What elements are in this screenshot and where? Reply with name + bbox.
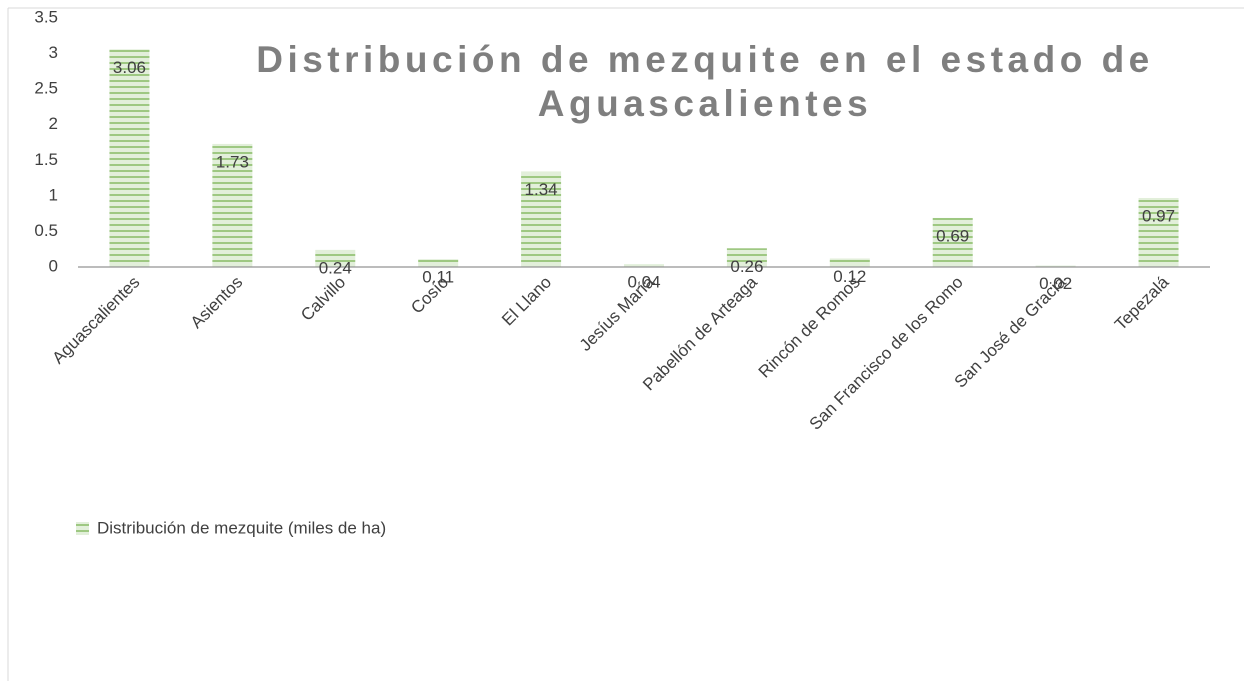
x-tick-label: Calvillo bbox=[297, 273, 349, 325]
data-label: 0.69 bbox=[936, 226, 969, 245]
bar bbox=[829, 258, 870, 267]
x-tick-label: El Llano bbox=[498, 273, 555, 330]
data-label: 0.12 bbox=[833, 267, 866, 286]
y-tick-label: 1 bbox=[49, 185, 58, 204]
legend-swatch bbox=[76, 522, 89, 535]
y-tick-label: 0 bbox=[49, 256, 58, 275]
x-tick-label: San José de Gracia bbox=[951, 272, 1070, 391]
bar bbox=[418, 259, 459, 267]
bar bbox=[315, 249, 356, 267]
y-tick-label: 2 bbox=[49, 114, 58, 133]
x-tick-label: Jesíus María bbox=[576, 272, 659, 355]
data-label: 0.04 bbox=[627, 273, 660, 292]
y-tick-label: 0.5 bbox=[34, 221, 58, 240]
bar bbox=[109, 49, 150, 267]
chart-title: Distribución de mezquite en el estado de… bbox=[256, 39, 1154, 124]
data-label: 3.06 bbox=[113, 58, 146, 77]
x-tick-label: Rincón de Romos bbox=[755, 273, 864, 382]
bar bbox=[932, 217, 973, 267]
data-label: 1.73 bbox=[216, 152, 249, 171]
bar bbox=[1138, 197, 1179, 267]
bar bbox=[726, 248, 767, 267]
data-label: 0.26 bbox=[730, 257, 763, 276]
bar bbox=[521, 171, 562, 267]
x-tick-label: Tepezalá bbox=[1111, 272, 1173, 334]
data-label: 0.11 bbox=[422, 268, 454, 287]
x-tick-label: Aguascalientes bbox=[48, 273, 143, 368]
y-tick-label: 1.5 bbox=[34, 150, 58, 169]
data-label: 0.02 bbox=[1039, 274, 1072, 293]
data-label: 1.34 bbox=[525, 180, 558, 199]
data-label: 0.24 bbox=[319, 258, 352, 277]
y-tick-label: 3 bbox=[49, 43, 58, 62]
y-tick-label: 2.5 bbox=[34, 79, 58, 98]
bar bbox=[624, 264, 664, 267]
legend-label: Distribución de mezquite (miles de ha) bbox=[97, 518, 386, 537]
x-tick-label: Asientos bbox=[187, 273, 247, 333]
y-tick-label: 3.5 bbox=[34, 7, 58, 26]
bar bbox=[212, 143, 253, 267]
data-label: 0.97 bbox=[1142, 206, 1175, 225]
